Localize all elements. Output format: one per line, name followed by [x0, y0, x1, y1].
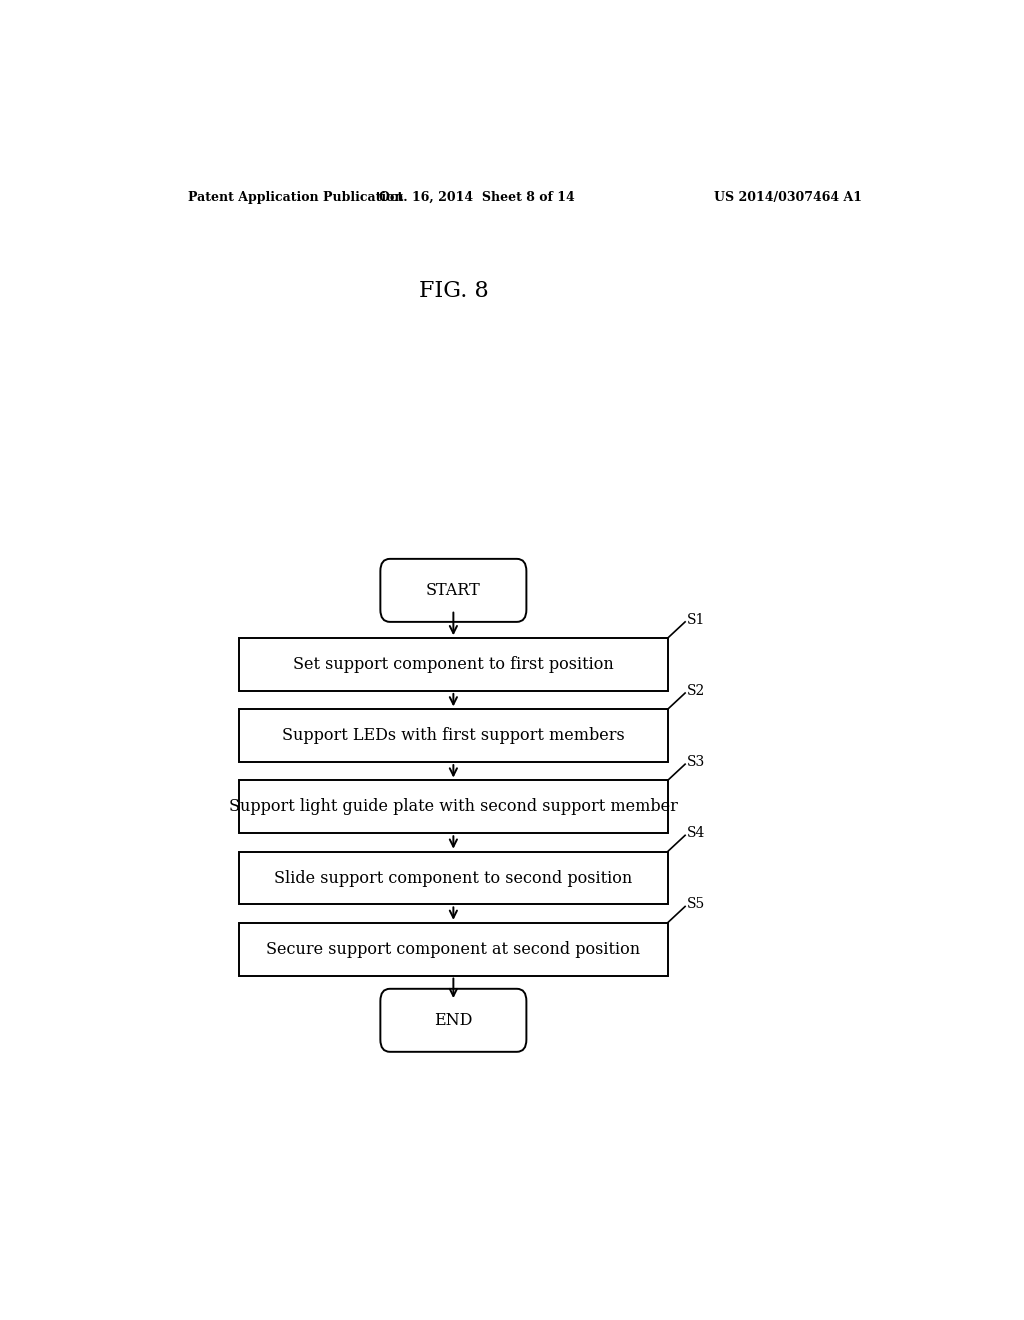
FancyBboxPatch shape	[239, 638, 668, 690]
FancyBboxPatch shape	[380, 989, 526, 1052]
Text: Support LEDs with first support members: Support LEDs with first support members	[282, 727, 625, 744]
Text: Oct. 16, 2014  Sheet 8 of 14: Oct. 16, 2014 Sheet 8 of 14	[379, 190, 575, 203]
Text: END: END	[434, 1012, 472, 1028]
FancyBboxPatch shape	[239, 851, 668, 904]
FancyBboxPatch shape	[239, 709, 668, 762]
FancyBboxPatch shape	[239, 780, 668, 833]
Text: Patent Application Publication: Patent Application Publication	[187, 190, 403, 203]
Text: Secure support component at second position: Secure support component at second posit…	[266, 941, 640, 957]
FancyBboxPatch shape	[239, 923, 668, 975]
Text: S1: S1	[687, 612, 706, 627]
Text: S5: S5	[687, 898, 705, 911]
Text: S4: S4	[687, 826, 706, 841]
Text: Slide support component to second position: Slide support component to second positi…	[274, 870, 633, 887]
Text: START: START	[426, 582, 480, 599]
Text: Support light guide plate with second support member: Support light guide plate with second su…	[229, 799, 678, 816]
Text: Set support component to first position: Set support component to first position	[293, 656, 613, 673]
Text: S3: S3	[687, 755, 705, 770]
Text: FIG. 8: FIG. 8	[419, 280, 488, 301]
FancyBboxPatch shape	[380, 558, 526, 622]
Text: US 2014/0307464 A1: US 2014/0307464 A1	[714, 190, 862, 203]
Text: S2: S2	[687, 684, 705, 698]
